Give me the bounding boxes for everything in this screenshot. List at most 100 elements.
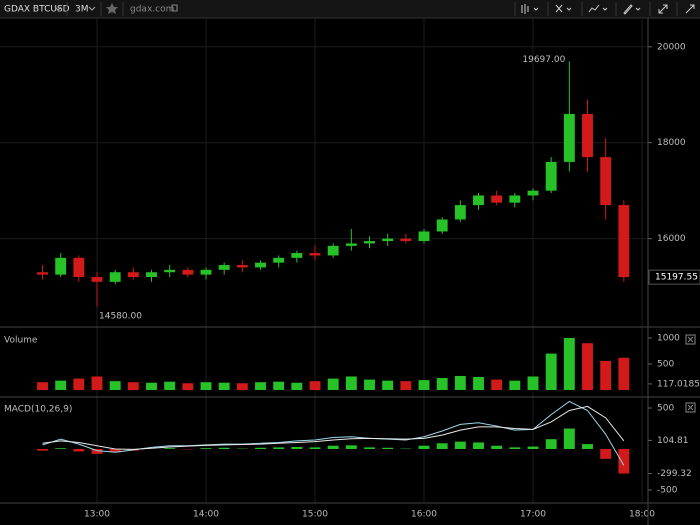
volume-bar: [345, 376, 357, 390]
volume-title: Volume: [4, 336, 38, 346]
candle-body: [236, 265, 248, 268]
volume-bar: [273, 381, 285, 390]
macd-histogram-bar: [55, 448, 67, 450]
caret[interactable]: [602, 7, 608, 11]
volume-bar: [400, 381, 412, 390]
volume-bar: [545, 353, 557, 390]
volume-bar: [600, 360, 612, 390]
volume-bar: [146, 382, 157, 390]
y-tick-label: 500: [657, 359, 674, 369]
volume-bar: [200, 382, 212, 390]
popout-icon[interactable]: [685, 4, 695, 14]
macd-histogram-bar: [563, 428, 575, 450]
macd-histogram-bar: [436, 443, 448, 450]
candle-body: [509, 195, 521, 203]
macd-histogram-bar: [473, 442, 484, 450]
site[interactable]: gdax.com: [130, 5, 174, 15]
y-tick-label: -299.32: [657, 469, 692, 479]
y-tick-label: 16000: [657, 234, 686, 244]
candle-body: [73, 257, 85, 278]
signal-line: [42, 405, 625, 450]
macd-histogram-bar: [454, 441, 466, 450]
pane-close-buttons[interactable]: [685, 334, 696, 413]
volume-bar: [618, 357, 630, 390]
cross-icon[interactable]: [555, 4, 563, 13]
macd-histogram-bar: [73, 449, 85, 452]
volume-bar: [73, 378, 85, 390]
y-tick-label: 117.018533: [657, 379, 700, 389]
draw-icon[interactable]: [623, 4, 633, 15]
candle-body: [37, 272, 48, 275]
symbol[interactable]: GDAX BTCUSD: [4, 5, 70, 15]
volume-bar: [91, 376, 103, 390]
macd-histogram-bar: [509, 447, 521, 450]
fullscreen-icon[interactable]: [658, 4, 668, 14]
toolbar-icons: [514, 2, 695, 16]
macd-histogram-bar: [164, 448, 176, 450]
candle-body: [382, 238, 394, 242]
volume-bar: [218, 382, 230, 390]
candle-body: [582, 113, 593, 158]
high-label: 19697.00: [522, 55, 565, 65]
candle-body: [527, 190, 539, 196]
candle-body: [400, 238, 412, 242]
candle-body: [218, 265, 230, 270]
volume-bar: [473, 376, 484, 390]
candle-body: [109, 272, 121, 282]
volume-bar: [491, 379, 503, 390]
macd-histogram-bar: [327, 445, 339, 450]
volume-bar: [255, 382, 266, 390]
caret[interactable]: [54, 6, 62, 11]
caret[interactable]: [635, 7, 641, 11]
macd-histogram-bar: [491, 445, 503, 450]
toolbar: [0, 0, 700, 18]
caret[interactable]: [566, 7, 572, 11]
volume-bar: [164, 381, 176, 390]
macd-title: MACD(10,26,9): [4, 405, 72, 415]
volume-bar: [563, 337, 575, 390]
plot-layer: 13:00 14:00 15:00 16:00 17:00 18:00 16000 18000…: [0, 18, 700, 520]
candle-body: [364, 241, 375, 244]
x-tick-label: 16:00: [411, 510, 437, 520]
candle-body: [327, 245, 339, 256]
candle-body: [545, 161, 557, 191]
macd-histogram-bar: [618, 449, 630, 474]
caret[interactable]: [88, 6, 96, 11]
macd-histogram-bar: [273, 447, 285, 450]
favorite-star[interactable]: [106, 3, 118, 14]
macd-histogram-bar: [418, 445, 430, 450]
bars-icon[interactable]: [521, 4, 529, 14]
caret[interactable]: [533, 7, 539, 11]
candle-body: [291, 253, 303, 258]
indicator-icon[interactable]: [588, 4, 600, 13]
candle-body: [473, 195, 484, 206]
macd-histogram-bar: [527, 446, 539, 450]
link-icon[interactable]: [171, 4, 178, 12]
y-tick-label: 500: [657, 404, 674, 414]
macd-histogram-bar: [218, 447, 230, 450]
y-tick-label: -500: [657, 486, 678, 496]
y-tick-label: 104.81: [657, 436, 689, 446]
macd-histogram-bar: [37, 449, 48, 451]
volume-bar: [291, 382, 303, 390]
x-tick-label: 14:00: [193, 510, 219, 520]
volume-bar: [364, 379, 375, 390]
macd-histogram-bar: [364, 447, 375, 450]
x-tick-label: 17:00: [520, 510, 546, 520]
candle-body: [600, 157, 612, 206]
macd-histogram-bar: [309, 447, 321, 450]
volume-bar: [382, 380, 394, 390]
candle-body: [146, 272, 157, 278]
macd-histogram-bar: [109, 449, 121, 453]
volume-bar: [582, 343, 593, 390]
candle-body: [182, 269, 194, 275]
macd-histogram-bar: [345, 445, 357, 450]
volume-bar: [436, 378, 448, 390]
interval[interactable]: 3M: [75, 5, 89, 15]
x-tick-label: 13:00: [84, 510, 110, 520]
candle-body: [273, 257, 285, 263]
x-tick-label: 15:00: [302, 510, 328, 520]
candle-body: [200, 269, 212, 275]
